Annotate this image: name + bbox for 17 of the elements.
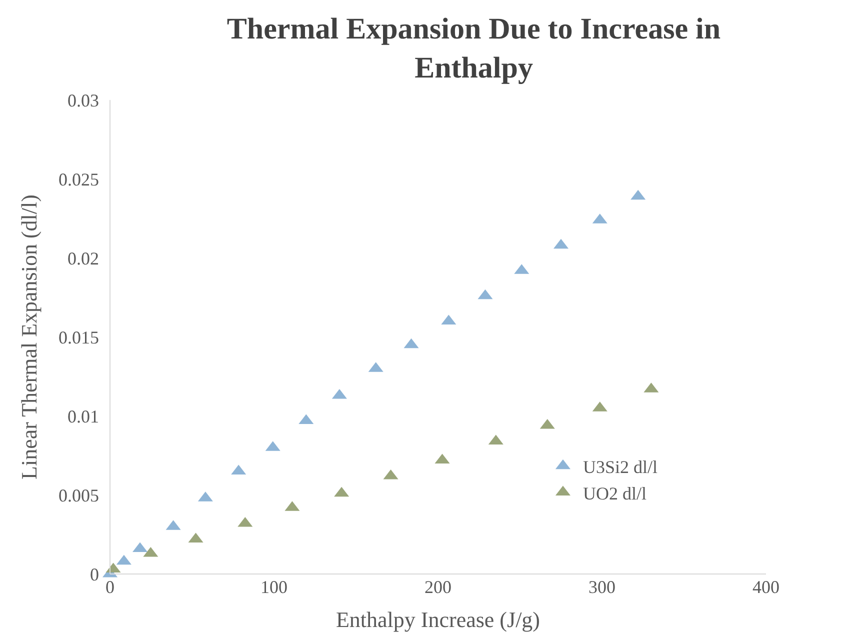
y-tick-label: 0.03 <box>68 90 99 110</box>
legend-label: UO2 dl/l <box>582 483 646 504</box>
x-tick-label: 300 <box>588 577 616 597</box>
x-tick-label: 400 <box>752 577 780 597</box>
x-axis-title: Enthalpy Increase (J/g) <box>336 606 540 632</box>
y-tick-label: 0.005 <box>58 485 99 506</box>
y-tick-label: 0.02 <box>68 248 99 268</box>
chart-title: Thermal Expansion Due to Increase in Enthalpy <box>226 12 721 85</box>
y-axis-title: Linear Thermal Expansion (dl/l) <box>16 194 42 480</box>
x-tick-label: 100 <box>260 577 288 597</box>
y-tick-label: 0.01 <box>68 406 99 426</box>
legend-label: U3Si2 dl/l <box>582 456 658 477</box>
y-tick-label: 0 <box>90 564 99 584</box>
y-tick-label: 0.015 <box>58 327 99 348</box>
x-tick-label: 200 <box>424 577 452 597</box>
x-tick-label: 0 <box>106 577 114 597</box>
y-tick-label: 0.025 <box>58 169 99 190</box>
